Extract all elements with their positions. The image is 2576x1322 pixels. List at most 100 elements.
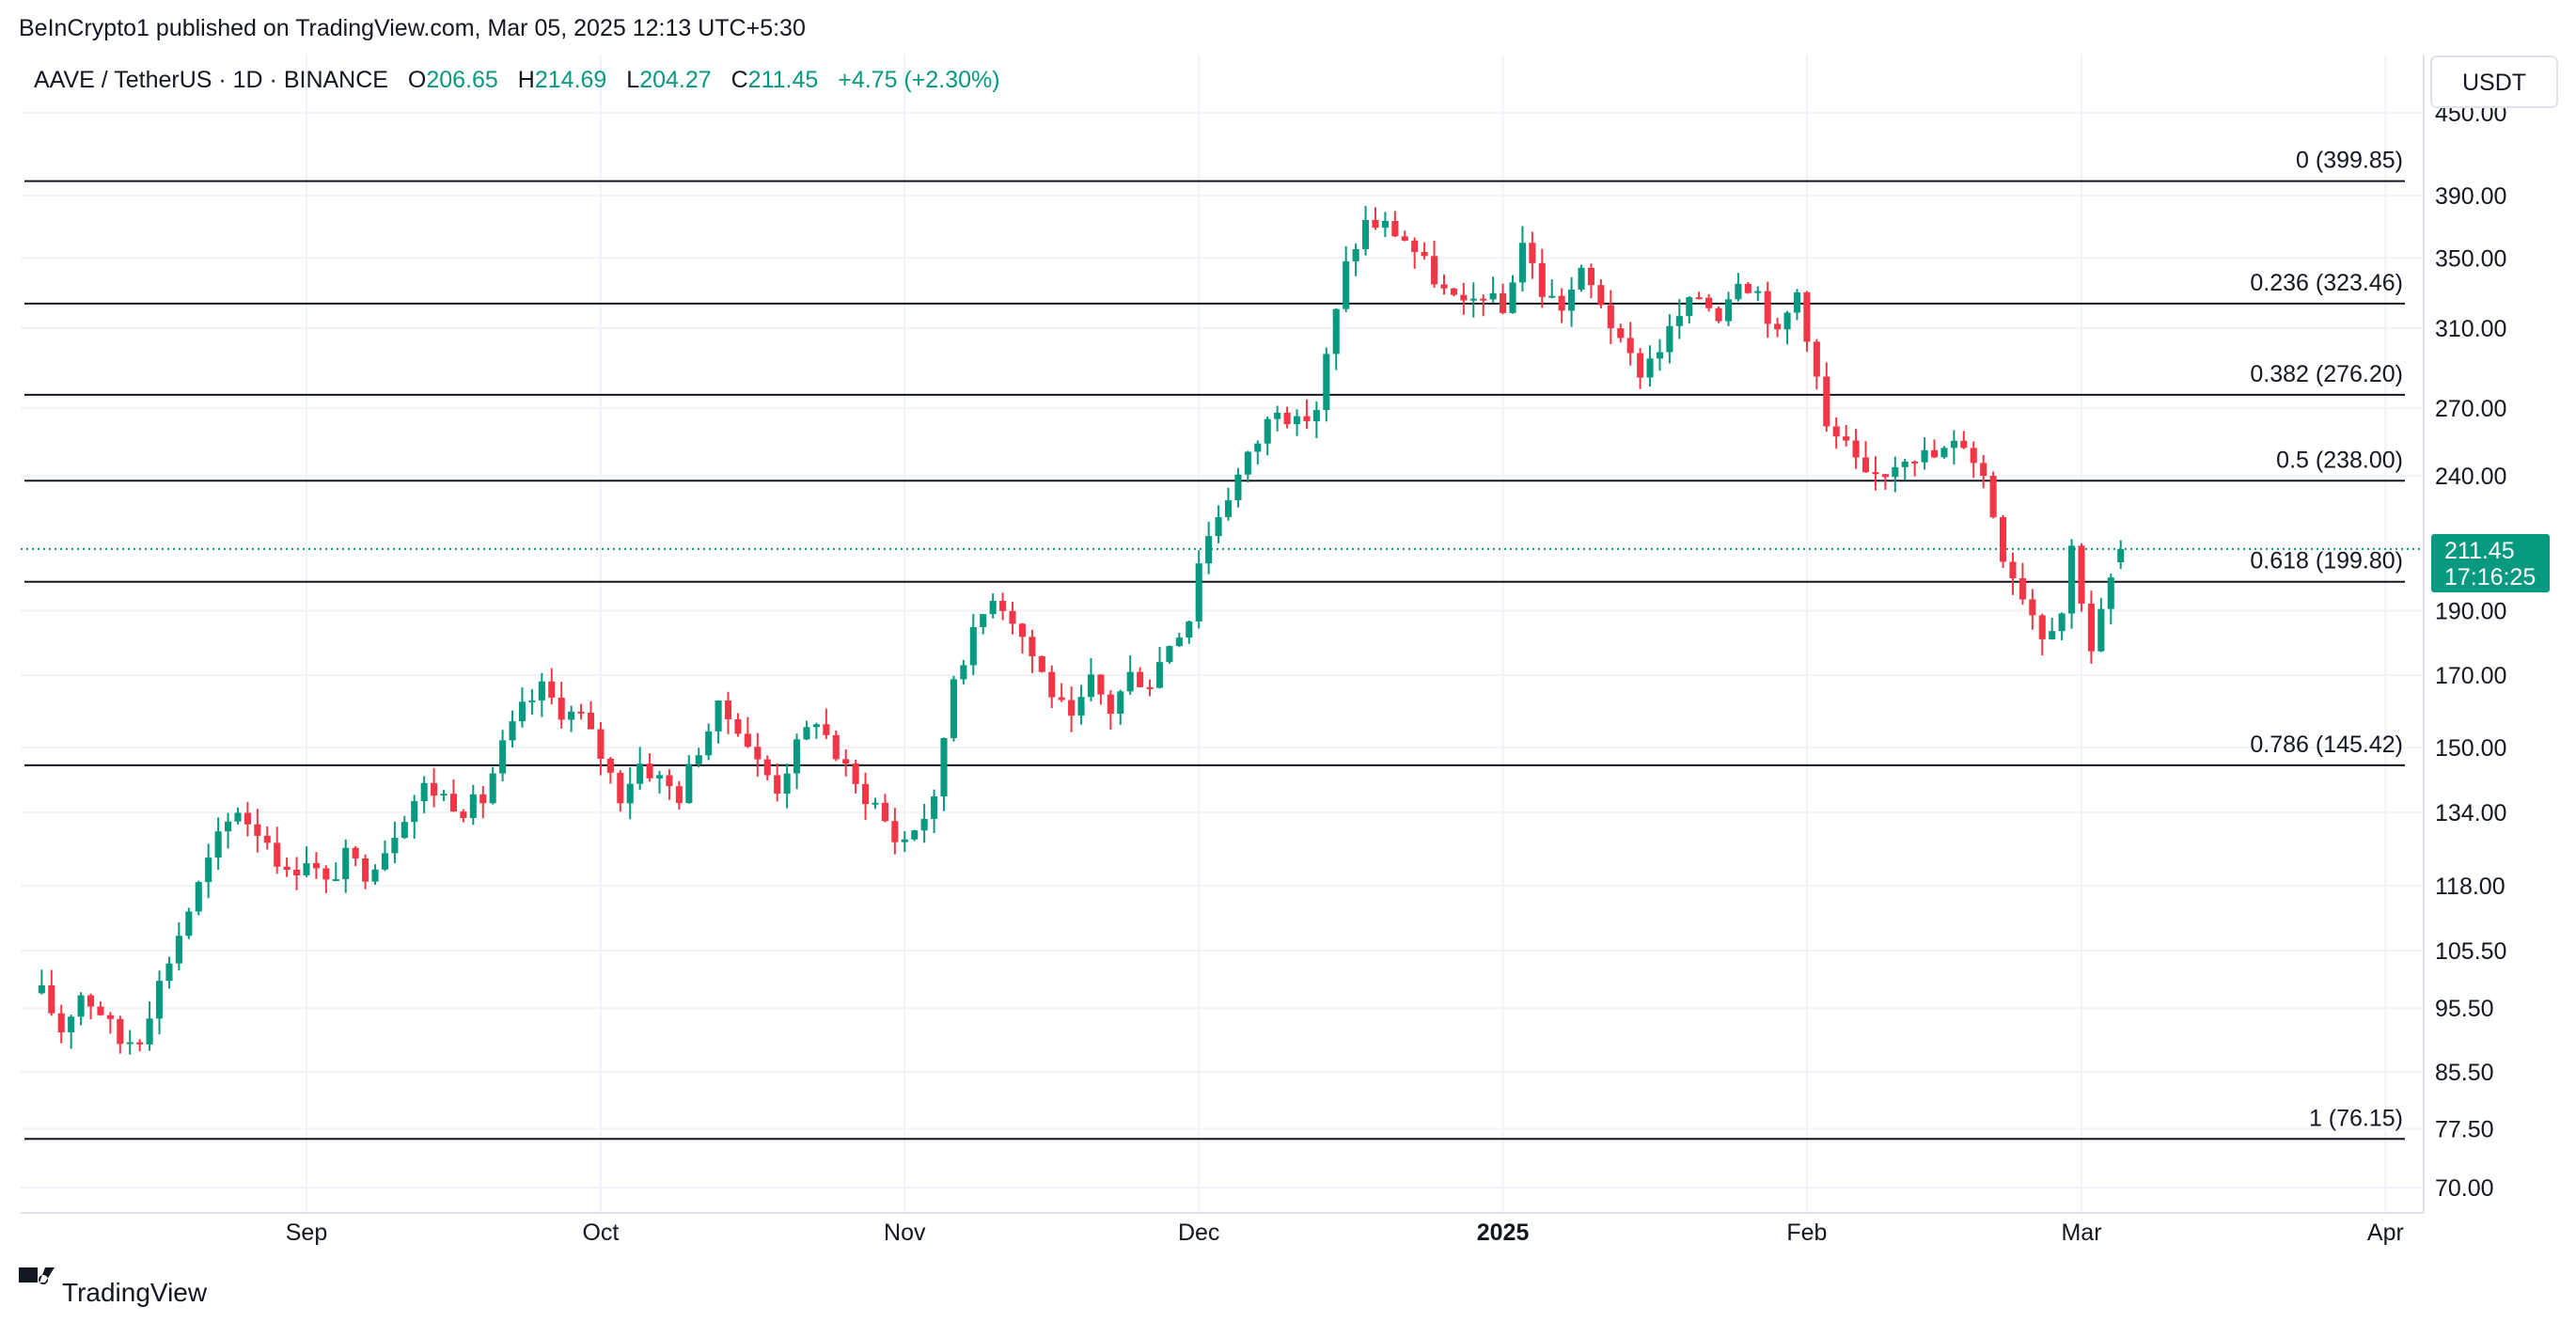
- candle-down: [362, 854, 369, 889]
- candle-body: [1077, 697, 1085, 716]
- candle-down: [1401, 230, 1408, 242]
- candle-body: [1970, 448, 1977, 464]
- candle-body: [1656, 352, 1664, 359]
- candle-up: [420, 776, 428, 813]
- candle-body: [371, 869, 379, 882]
- candle-body: [705, 731, 713, 756]
- candle-body: [901, 839, 908, 842]
- candle-body: [1137, 671, 1144, 687]
- candle-up: [1155, 646, 1164, 689]
- candle-body: [1421, 252, 1428, 257]
- candle-up: [655, 770, 664, 794]
- fibonacci-retracement[interactable]: 0 (399.85) 0.236 (323.46) 0.382 (276.20) 0.…: [24, 148, 2405, 1141]
- candle-body: [136, 1042, 144, 1045]
- chart-grid: [21, 55, 2425, 1214]
- candle-up: [499, 730, 507, 781]
- candle-body: [1852, 440, 1860, 458]
- candle-body: [1901, 461, 1908, 467]
- candle-down: [57, 1004, 65, 1044]
- candle-up: [77, 992, 85, 1026]
- candle-body: [1224, 500, 1233, 517]
- candle-body: [636, 763, 644, 784]
- candle-body: [626, 783, 634, 804]
- fib-level-label: 0.786 (145.42): [2250, 732, 2403, 758]
- candle-body: [2009, 561, 2017, 579]
- candle-up: [901, 831, 908, 853]
- candle-body: [1107, 694, 1114, 715]
- candle-down: [891, 808, 899, 855]
- price-tick-label: 150.00: [2435, 735, 2506, 762]
- candle-down: [283, 857, 291, 877]
- candle-down: [832, 730, 840, 762]
- candle-down: [606, 757, 614, 784]
- time-axis[interactable]: Sep Oct Nov Dec 2025 Feb Mar Apr: [286, 1220, 2404, 1246]
- candle-body: [1244, 451, 1251, 475]
- candle-up: [1254, 440, 1262, 465]
- candle-down: [862, 772, 870, 821]
- candle-body: [431, 782, 438, 796]
- tradingview-logo[interactable]: TradingView: [19, 1267, 208, 1307]
- candle-up: [214, 817, 222, 871]
- candle-up: [2097, 597, 2105, 653]
- candle-body: [1930, 449, 1939, 458]
- price-tick-label: 350.00: [2435, 245, 2506, 272]
- price-tick-label: 77.50: [2435, 1116, 2494, 1142]
- currency-button[interactable]: USDT: [2430, 55, 2558, 108]
- candle-up: [1921, 437, 1928, 470]
- legend-change: +4.75 (+2.30%): [838, 67, 999, 93]
- candle-down: [999, 592, 1007, 621]
- time-tick-label: Apr: [2367, 1220, 2404, 1246]
- candle-body: [1401, 236, 1408, 241]
- candle-body: [1980, 463, 1987, 477]
- candle-down: [106, 1012, 114, 1034]
- candle-up: [2058, 612, 2066, 641]
- candles[interactable]: [38, 206, 2125, 1055]
- candle-body: [1754, 291, 1762, 293]
- candle-down: [1391, 211, 1399, 238]
- candle-body: [960, 665, 967, 680]
- candle-body: [312, 862, 320, 869]
- candle-body: [577, 711, 585, 714]
- price-tick-label: 190.00: [2435, 599, 2506, 625]
- candle-down: [1421, 242, 1428, 260]
- candle-body: [1774, 323, 1782, 330]
- candle-up: [332, 862, 339, 882]
- candle-body: [1293, 416, 1301, 425]
- candle-body: [911, 830, 919, 840]
- candle-body: [1450, 288, 1457, 295]
- candle-up: [155, 970, 164, 1035]
- price-axis[interactable]: 450.00390.00350.00310.00270.00240.00190.…: [2435, 101, 2506, 1202]
- candle-body: [568, 711, 575, 720]
- candle-down: [263, 826, 271, 850]
- last-price-badge: 211.45 17:16:25: [2431, 534, 2550, 592]
- candle-body: [449, 794, 458, 812]
- candle-down: [774, 763, 781, 802]
- candle-down: [1137, 667, 1144, 687]
- candle-body: [2049, 631, 2056, 639]
- candle-up: [695, 748, 702, 768]
- candle-body: [175, 936, 182, 964]
- candle-up: [391, 821, 399, 864]
- candle-up: [715, 700, 722, 744]
- candle-body: [254, 824, 261, 836]
- candle-up: [1205, 521, 1213, 574]
- candle-up: [931, 789, 938, 834]
- candle-body: [362, 858, 369, 882]
- candle-up: [636, 747, 644, 790]
- candle-up: [1793, 289, 1801, 321]
- candle-body: [1587, 267, 1594, 286]
- candle-down: [48, 969, 55, 1016]
- candle-down: [2029, 589, 2036, 630]
- candle-down: [1626, 322, 1634, 366]
- candle-up: [1950, 430, 1957, 465]
- legend-symbol: AAVE / TetherUS · 1D · BINANCE: [34, 67, 388, 93]
- fib-level-label: 0.5 (238.00): [2276, 447, 2403, 473]
- price-tick-label: 390.00: [2435, 183, 2506, 210]
- candle-down: [1048, 665, 1056, 709]
- candle-down: [1980, 454, 1987, 489]
- candle-body: [1529, 243, 1536, 263]
- candle-up: [185, 907, 193, 939]
- candle-body: [283, 866, 291, 871]
- legend-bar: AAVE / TetherUS · 1D · BINANCE O206.65 H…: [34, 67, 1000, 93]
